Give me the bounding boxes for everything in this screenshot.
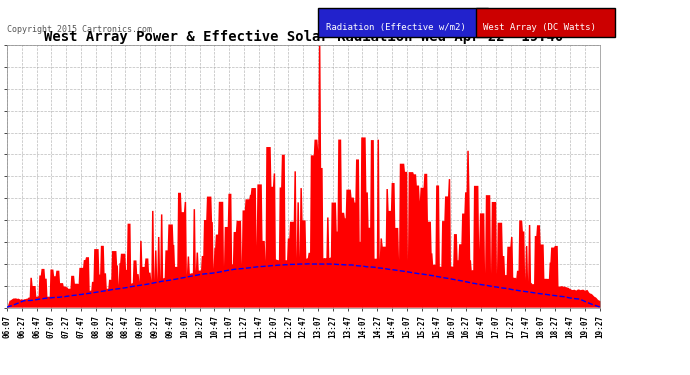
FancyBboxPatch shape xyxy=(475,8,615,37)
Text: Radiation (Effective w/m2): Radiation (Effective w/m2) xyxy=(326,23,466,33)
Text: Copyright 2015 Cartronics.com: Copyright 2015 Cartronics.com xyxy=(7,26,152,34)
Text: West Array (DC Watts): West Array (DC Watts) xyxy=(484,23,596,33)
FancyBboxPatch shape xyxy=(319,8,488,37)
Title: West Array Power & Effective Solar Radiation Wed Apr 22  19:40: West Array Power & Effective Solar Radia… xyxy=(44,30,563,44)
